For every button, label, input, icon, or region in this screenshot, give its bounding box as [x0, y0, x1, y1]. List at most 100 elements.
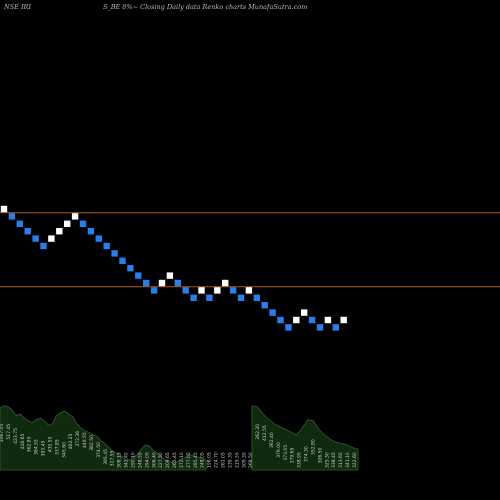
volume-label: 338.95: [297, 452, 303, 468]
renko-brick-up: [324, 316, 332, 324]
renko-brick-up: [48, 235, 55, 242]
volume-label: 372.36: [75, 431, 81, 447]
renko-brick-down: [32, 235, 39, 242]
volume-label: 430.55: [47, 436, 53, 452]
volume-label: 412.55: [262, 425, 268, 441]
volume-label: 277.05: [186, 452, 192, 468]
renko-brick-down: [79, 220, 87, 227]
volume-label: 261.05: [220, 452, 226, 468]
volume-label: 379.65: [290, 448, 296, 464]
renko-brick-down: [261, 302, 268, 309]
renko-brick-down: [119, 257, 126, 264]
volume-label: 272.10: [179, 452, 185, 468]
volume-label: 342.40: [124, 452, 130, 468]
volume-area-2: [251, 405, 359, 471]
volume-label: 418.65: [20, 434, 26, 450]
renko-brick-down: [277, 316, 284, 324]
renko-brick-up: [293, 316, 300, 324]
renko-brick-down: [285, 324, 292, 331]
volume-label: 362.40: [269, 432, 275, 448]
volume-area-1: [0, 405, 207, 471]
volume-label: 362.85: [27, 436, 33, 452]
renko-brick-down: [16, 220, 23, 227]
renko-brick-down: [111, 250, 118, 257]
renko-brick-down: [24, 228, 31, 235]
volume-label: 268.50: [248, 452, 254, 468]
renko-brick-down: [135, 272, 142, 279]
renko-brick-down: [103, 242, 110, 250]
renko-brick-down: [316, 324, 324, 331]
renko-brick-down: [127, 265, 134, 272]
renko-brick-down: [308, 316, 316, 324]
volume-label: 239.35: [227, 452, 233, 468]
renko-brick-up: [166, 272, 174, 279]
renko-brick-up: [301, 309, 308, 316]
volume-label: 219.55: [234, 452, 240, 468]
renko-brick-down: [253, 294, 260, 301]
renko-brick-up: [198, 287, 205, 294]
volume-label: 352.80: [310, 439, 316, 455]
volume-label: 209.65: [165, 452, 171, 468]
renko-brick-down: [332, 324, 339, 331]
volume-label: 395.45: [103, 449, 109, 465]
symbol-label: NSE IRI: [4, 3, 31, 11]
volume-label: 262.20: [255, 424, 261, 440]
volume-label: 306.40: [151, 452, 157, 468]
volume-label: 290.10: [131, 452, 137, 468]
volume-label: 317.55: [110, 450, 116, 466]
renko-brick-down: [206, 294, 213, 301]
renko-brick-up: [340, 316, 347, 324]
volume-label: 248.55: [137, 452, 143, 468]
renko-brick-down: [40, 242, 47, 250]
renko-brick-down: [150, 287, 158, 294]
renko-brick-up: [56, 228, 63, 235]
volume-label: 325.30: [324, 452, 330, 468]
volume-label: 198.05: [207, 452, 213, 468]
volume-label: 384.55: [34, 439, 40, 455]
volume-label: 265.45: [172, 452, 178, 468]
volume-label: 308.15: [117, 452, 123, 468]
volume-label: 423.75: [13, 428, 19, 444]
chart-title: S_BE 8%~ Closing Daily data Renko charts…: [103, 3, 308, 11]
volume-label: 379.00: [276, 442, 282, 458]
renko-brick-down: [229, 287, 237, 294]
volume-label: 345.60: [61, 442, 67, 458]
renko-brick-up: [71, 213, 79, 220]
volume-label: 322.60: [352, 452, 358, 468]
renko-brick-down: [237, 294, 245, 301]
volume-label: 341.10: [345, 452, 351, 468]
volume-label: 248.05: [200, 452, 206, 468]
renko-brick-up: [64, 220, 71, 227]
renko-brick-down: [8, 213, 16, 220]
renko-brick-down: [87, 228, 95, 235]
renko-brick-down: [182, 287, 189, 294]
renko-brick-down: [95, 235, 102, 242]
volume-label: 285.45: [193, 452, 199, 468]
volume-label: 309.35: [241, 452, 247, 468]
volume-label: 449.55: [82, 432, 88, 448]
volume-label: 374.50: [96, 442, 102, 458]
volume-label: 382.50: [89, 435, 95, 451]
volume-label: 306.50: [317, 448, 323, 464]
volume-label: 1067.05: [0, 424, 5, 443]
volume-label: 338.45: [331, 452, 337, 468]
renko-brick-down: [174, 279, 181, 287]
renko-brick-up: [245, 287, 253, 294]
volume-label: 224.70: [214, 452, 220, 468]
renko-brick-down: [143, 279, 150, 287]
volume-label: 227.50: [158, 452, 164, 468]
renko-brick-down: [269, 309, 276, 316]
renko-brick-up: [222, 279, 229, 287]
volume-label: 393.45: [41, 441, 47, 457]
volume-label: 337.85: [54, 439, 60, 455]
renko-brick-up: [0, 205, 8, 213]
volume-label: 313.65: [338, 452, 344, 468]
renko-brick-down: [190, 294, 197, 301]
volume-label: 517.45: [6, 424, 12, 440]
volume-label: 294.05: [144, 452, 150, 468]
renko-brick-up: [214, 287, 221, 294]
volume-label: 373.05: [283, 445, 289, 461]
renko-brick-up: [158, 279, 166, 287]
